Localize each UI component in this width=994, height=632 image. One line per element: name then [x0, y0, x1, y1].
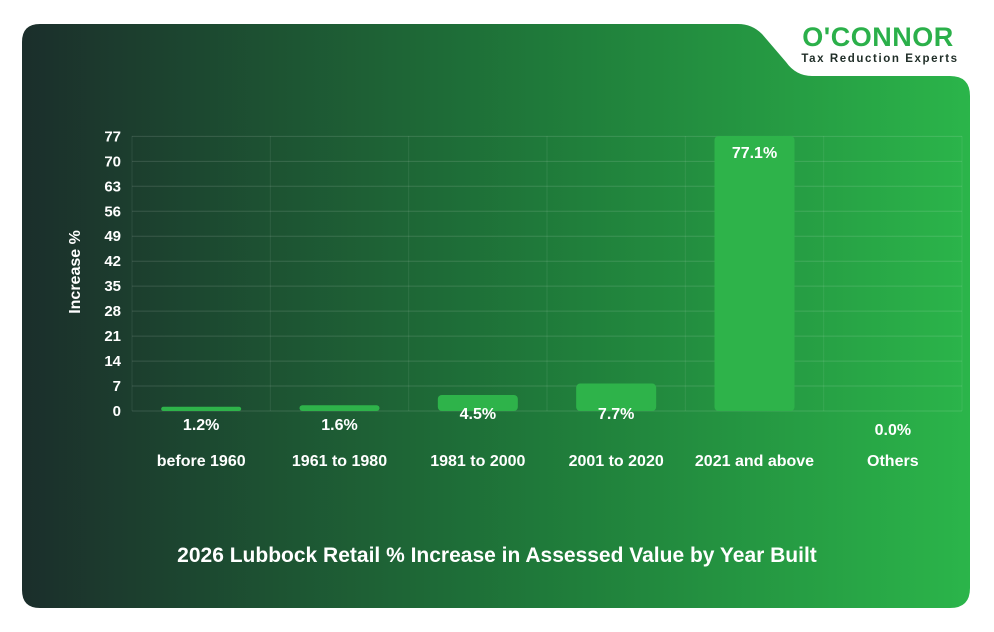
x-tick-label: before 1960 [157, 453, 246, 470]
y-tick-label: 28 [104, 303, 121, 320]
category-labels: before 1960 1961 to 1980 1981 to 2000 2001 … [157, 453, 919, 470]
bar [437, 394, 518, 411]
y-axis-ticks: 0 7 14 21 28 35 42 49 56 63 70 77 [104, 128, 121, 420]
chart-title: 2026 Lubbock Retail % Increase in Assess… [177, 544, 817, 567]
y-axis-label: Increase % [67, 230, 84, 314]
x-tick-label: 2021 and above [695, 453, 814, 470]
grid-lines [131, 135, 963, 412]
value-label: 7.7% [598, 406, 634, 423]
bar [299, 405, 380, 411]
x-tick-label: 2001 to 2020 [569, 453, 664, 470]
y-tick-label: 7 [113, 378, 121, 395]
x-tick-label: 1981 to 2000 [430, 453, 525, 470]
y-tick-label: 49 [104, 228, 121, 245]
brand-name: O'CONNOR [802, 22, 953, 52]
y-tick-label: 56 [104, 203, 121, 220]
value-label: 77.1% [732, 145, 777, 162]
y-tick-label: 14 [104, 353, 121, 370]
value-label: 1.2% [183, 417, 219, 434]
value-labels: 1.2% 1.6% 4.5% 7.7% 77.1% 0.0% [183, 145, 911, 439]
bar [161, 406, 242, 411]
brand-logo: O'CONNOR Tax Reduction Experts [801, 22, 958, 65]
brand-tagline: Tax Reduction Experts [801, 53, 958, 65]
y-tick-label: 21 [104, 328, 121, 345]
y-tick-label: 35 [104, 278, 121, 295]
value-label: 1.6% [321, 417, 357, 434]
chart-background [22, 24, 970, 608]
bar [576, 383, 657, 411]
x-tick-label: 1961 to 1980 [292, 453, 387, 470]
bar [714, 136, 795, 411]
y-tick-label: 70 [104, 153, 121, 170]
x-tick-label: Others [867, 453, 919, 470]
value-label: 0.0% [875, 422, 911, 439]
y-tick-label: 0 [113, 403, 121, 420]
value-label: 4.5% [460, 406, 496, 423]
y-tick-label: 77 [104, 128, 121, 145]
bar-series [161, 136, 795, 411]
y-tick-label: 42 [104, 253, 121, 270]
y-tick-label: 63 [104, 178, 121, 195]
